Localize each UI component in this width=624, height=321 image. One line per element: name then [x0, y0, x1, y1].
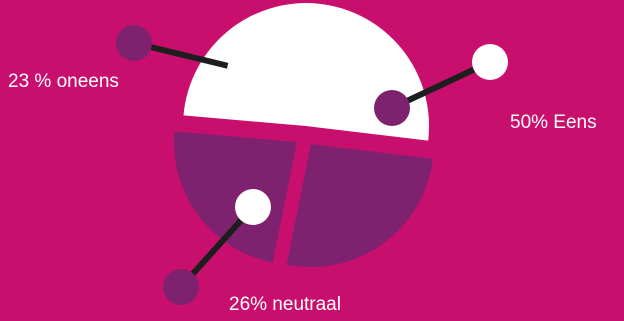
connector-line-0 [390, 59, 492, 111]
connector-outer-dot-0 [472, 44, 508, 80]
connector-inner-dot-0 [374, 90, 410, 126]
connector-outer-dot-2 [116, 25, 152, 61]
slice-neutraal [286, 144, 433, 268]
slice-label-eens: 50% Eens [510, 112, 597, 133]
connector-line-2 [133, 40, 246, 73]
slice-label-oneens: 23 % oneens [8, 71, 119, 92]
connector-outer-dot-1 [163, 269, 199, 305]
connector-inner-dot-1 [235, 189, 271, 225]
slice-label-neutraal: 26% neutraal [229, 294, 341, 315]
slice-eens [183, 3, 430, 141]
slice-oneens [173, 131, 297, 263]
connector-inner-dot-2 [227, 52, 263, 88]
